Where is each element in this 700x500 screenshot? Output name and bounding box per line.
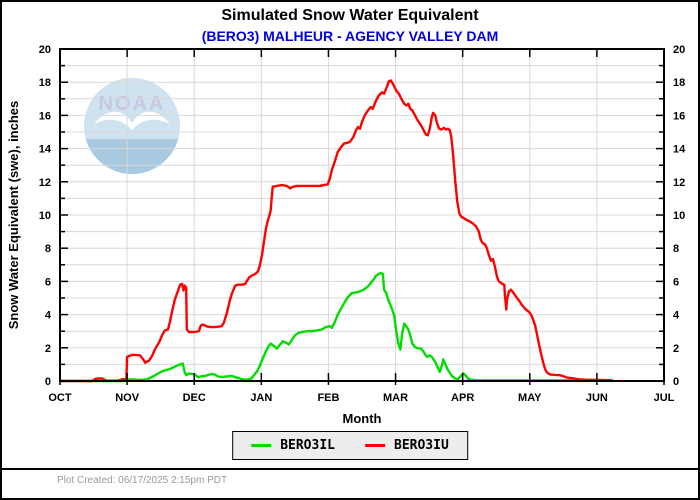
chart-title: Simulated Snow Water Equivalent: [221, 7, 479, 24]
svg-text:2: 2: [673, 343, 679, 355]
svg-text:10: 10: [673, 210, 685, 222]
svg-text:OCT: OCT: [48, 392, 72, 404]
svg-text:0: 0: [45, 376, 51, 388]
svg-text:Month: Month: [343, 411, 382, 426]
svg-text:MAY: MAY: [518, 392, 542, 404]
svg-text:0: 0: [673, 376, 679, 388]
noaa-logo-watermark: NOAA: [84, 78, 180, 174]
svg-text:8: 8: [45, 243, 51, 255]
svg-text:20: 20: [39, 44, 51, 56]
legend-label: BERO3IL: [280, 438, 335, 453]
svg-text:6: 6: [673, 276, 679, 288]
legend-item-bero3iu: BERO3IU: [365, 438, 449, 453]
svg-text:14: 14: [39, 144, 52, 156]
plot-created-text: Plot Created: 06/17/2025 2:15pm PDT: [57, 475, 228, 486]
svg-text:NOV: NOV: [115, 392, 140, 404]
svg-text:FEB: FEB: [317, 392, 339, 404]
svg-text:8: 8: [673, 243, 679, 255]
svg-text:16: 16: [39, 110, 51, 122]
svg-text:12: 12: [39, 177, 51, 189]
svg-text:JAN: JAN: [250, 392, 272, 404]
svg-text:4: 4: [673, 310, 680, 322]
svg-text:18: 18: [39, 77, 51, 89]
svg-text:14: 14: [673, 144, 686, 156]
svg-text:4: 4: [45, 310, 52, 322]
legend-label: BERO3IU: [394, 438, 449, 453]
svg-text:APR: APR: [451, 392, 474, 404]
svg-text:10: 10: [39, 210, 51, 222]
red-line-swatch: [365, 444, 385, 447]
noaa-watermark-text: NOAA: [99, 93, 166, 115]
footer-divider: [2, 468, 698, 470]
svg-text:MAR: MAR: [383, 392, 408, 404]
legend-item-bero3il: BERO3IL: [251, 438, 335, 453]
legend: BERO3IL BERO3IU: [232, 431, 468, 460]
swe-chart: NOAA 0 0 2 2 4 4 6 6 8 8 10 10 12 12 14 14 16 16 18 18 20 20 O…: [6, 44, 686, 426]
svg-text:DEC: DEC: [183, 392, 206, 404]
chart-subtitle: (BERO3) MALHEUR - AGENCY VALLEY DAM: [201, 28, 499, 44]
green-line-swatch: [251, 444, 272, 447]
svg-text:18: 18: [673, 77, 685, 89]
svg-text:JUN: JUN: [586, 392, 608, 404]
svg-text:12: 12: [673, 177, 685, 189]
svg-text:16: 16: [673, 110, 685, 122]
svg-text:20: 20: [673, 44, 685, 56]
svg-text:JUL: JUL: [654, 392, 675, 404]
svg-text:2: 2: [45, 343, 51, 355]
svg-text:Snow Water Equivalent (swe),: Snow Water Equivalent (swe), inches: [6, 101, 21, 330]
svg-text:6: 6: [45, 276, 51, 288]
